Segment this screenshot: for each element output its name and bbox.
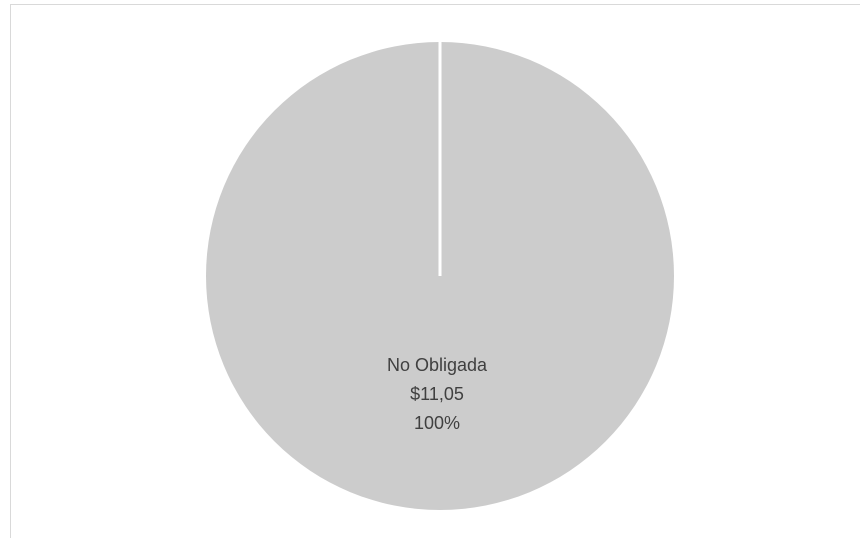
pie-data-labels: No Obligada $11,05 100% xyxy=(387,355,488,433)
slice-percent-label: 100% xyxy=(414,413,460,433)
slice-category-label: No Obligada xyxy=(387,355,488,375)
pie-slices xyxy=(206,41,674,510)
slice-value-label: $11,05 xyxy=(410,384,464,404)
